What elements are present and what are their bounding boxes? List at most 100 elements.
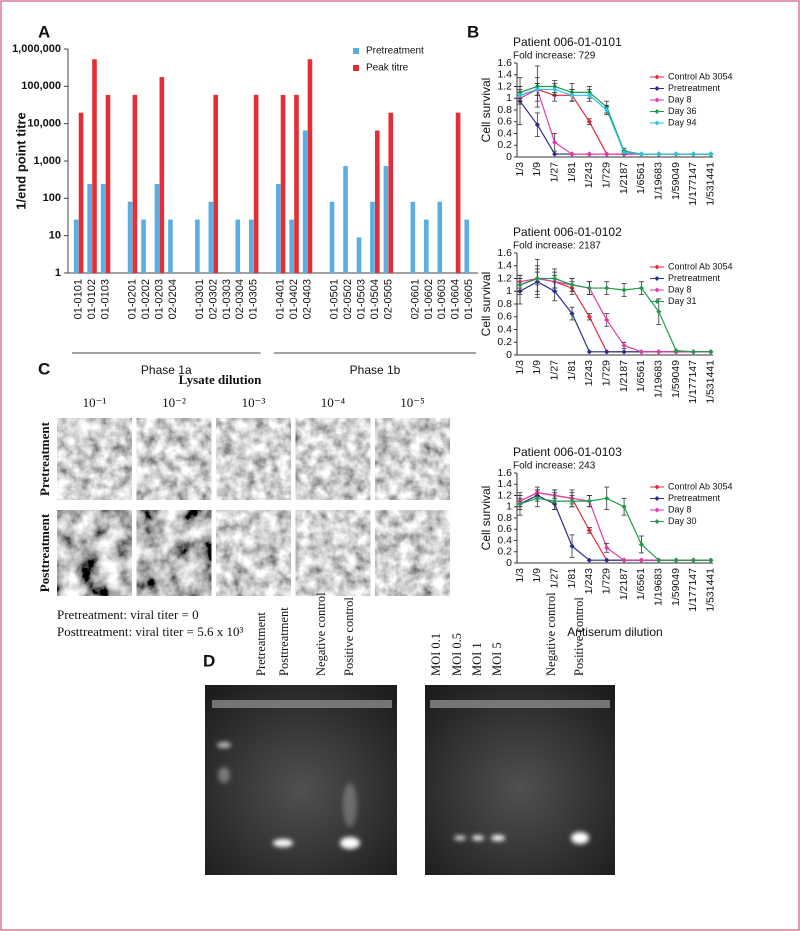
legend-label: Day 31 (668, 296, 697, 306)
point (690, 349, 697, 355)
point (534, 122, 540, 128)
y-tick-label: 0.4 (497, 534, 512, 546)
legend-label: Pretreatment (668, 273, 721, 283)
micrograph-image (136, 510, 212, 596)
gel-bands (217, 742, 589, 849)
column-label: 10⁻⁴ (321, 395, 346, 410)
point (690, 151, 697, 157)
micrograph-image (375, 418, 450, 500)
x-tick-label: 01-0103 (100, 279, 112, 319)
point (638, 285, 645, 291)
gel-image (425, 685, 615, 875)
legend-marker (654, 74, 660, 80)
column-label: 10⁻³ (242, 395, 266, 410)
x-tick-label: 1/243 (583, 360, 595, 386)
y-tick-label: 1.6 (497, 247, 512, 259)
y-tick-label: 0.8 (497, 104, 512, 116)
lane-label: MOI 0.5 (450, 633, 464, 676)
bar (195, 219, 200, 273)
x-tick-label: 1/729 (601, 568, 613, 594)
y-tick-label: 1.4 (497, 260, 512, 272)
point (708, 557, 714, 563)
point (656, 309, 662, 315)
bar (248, 219, 254, 273)
point (604, 107, 610, 113)
panel-letter: C (38, 359, 50, 378)
y-tick-label: 100 (43, 192, 61, 204)
y-tick-label: 0.6 (497, 311, 512, 323)
x-tick-label: 01-0504 (369, 279, 381, 319)
panel-letter: A (38, 22, 50, 41)
bar (168, 219, 173, 273)
x-tick-label: 02-0302 (207, 279, 219, 319)
series-line (519, 88, 711, 155)
x-tick-label: 1/19683 (653, 162, 665, 200)
point (517, 501, 523, 507)
lane-label: MOI 0.1 (429, 633, 443, 676)
chart-subtitle: Fold increase: 243 (513, 461, 596, 472)
column-label: 10⁻⁵ (400, 395, 424, 410)
x-tick-label: 1/243 (583, 162, 595, 188)
micrograph-image (295, 418, 371, 500)
column-label: 10⁻² (162, 395, 186, 410)
point (569, 151, 575, 157)
point (586, 314, 592, 320)
point (621, 342, 627, 349)
y-tick-label: 1,000,000 (12, 43, 61, 55)
bar (159, 77, 165, 274)
x-tick-label: 1/177147 (687, 162, 699, 206)
point (569, 498, 575, 504)
lane-label: Negative control (314, 592, 328, 676)
y-tick-label: 1.2 (497, 489, 512, 501)
point (534, 275, 540, 282)
x-tick-label: 1/2187 (618, 568, 630, 600)
lane-label: Posttreatment (277, 607, 291, 676)
micrograph-image (57, 418, 132, 500)
row-label: Posttreatment (37, 513, 52, 592)
legend-marker (654, 97, 660, 103)
panel-letter: D (203, 651, 215, 670)
bar (388, 112, 394, 273)
x-tick-label: 1/3 (514, 568, 526, 583)
x-tick-label: 01-0101 (73, 279, 85, 319)
y-tick-label: 0.2 (497, 546, 512, 558)
y-tick-label: 0.2 (497, 336, 512, 348)
chart-title: Patient 006-01-0103 (513, 445, 622, 459)
bar (307, 59, 313, 273)
point (569, 310, 575, 317)
bar (289, 219, 294, 273)
chart-subtitle: Fold increase: 729 (513, 51, 596, 62)
point (621, 287, 627, 293)
legend-marker (654, 86, 660, 91)
point (621, 349, 627, 355)
bar (280, 94, 286, 274)
point (604, 151, 610, 157)
y-tick-label: 1.6 (497, 467, 512, 479)
point (604, 349, 610, 355)
bar (100, 183, 106, 273)
bar (375, 130, 380, 273)
point (708, 349, 714, 355)
y-tick-label: 0 (506, 349, 512, 361)
x-tick-label: 01-0605 (463, 279, 475, 319)
x-tick-label: 02-0502 (342, 279, 354, 319)
legend-label: Pretreatment (668, 493, 721, 503)
bar (437, 201, 443, 273)
row-label: Pretreatment (37, 421, 52, 496)
lane-label: MOI 1 (470, 642, 484, 676)
legend-marker (654, 507, 660, 513)
y-tick-label: 1 (506, 92, 512, 104)
bar (329, 201, 335, 273)
x-tick-label: 01-0501 (329, 279, 341, 319)
x-tick-label: 01-0201 (127, 279, 139, 319)
y-tick-label: 0.4 (497, 323, 512, 335)
chart-subtitle: Fold increase: 2187 (513, 241, 601, 252)
point (604, 285, 610, 291)
panel-letter: B (467, 22, 479, 41)
point (604, 557, 610, 563)
bar (92, 59, 97, 273)
micrograph-image (375, 510, 450, 596)
micrograph-image (216, 418, 291, 500)
bar (127, 201, 133, 273)
legend-label: Pretreatment (366, 46, 424, 57)
